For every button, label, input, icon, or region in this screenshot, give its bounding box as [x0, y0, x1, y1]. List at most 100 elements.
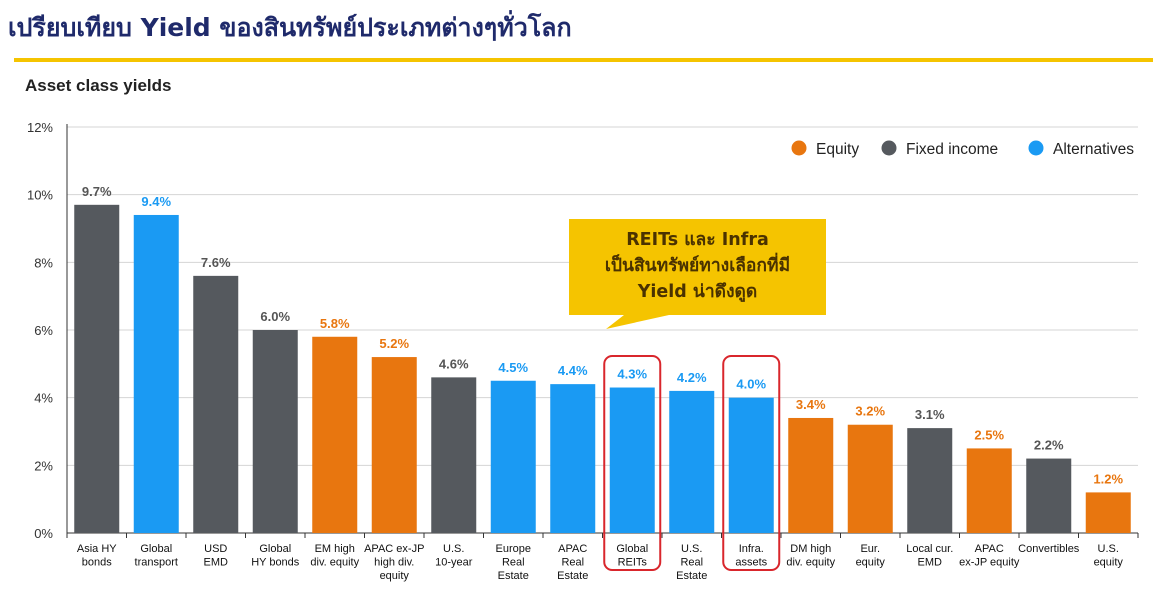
x-tick-label: high div.	[374, 557, 414, 569]
bar	[1085, 492, 1131, 533]
data-label: 9.7%	[82, 184, 112, 199]
bar	[609, 387, 655, 533]
x-tick-label: Estate	[557, 570, 588, 582]
x-tick-label: EMD	[204, 557, 229, 569]
y-tick-label: 10%	[27, 188, 53, 203]
data-label: 1.2%	[1093, 471, 1123, 486]
data-label: 5.2%	[379, 336, 409, 351]
bar	[312, 336, 358, 533]
x-tick-label: equity	[856, 557, 886, 569]
data-label: 2.2%	[1034, 438, 1064, 453]
x-tick-label: Global	[140, 543, 172, 555]
title-underline	[14, 58, 1153, 62]
x-tick-label: Real	[680, 557, 703, 569]
x-tick-label: Global	[259, 543, 291, 555]
x-tick-label: div. equity	[786, 557, 835, 569]
x-tick-label: equity	[380, 570, 410, 582]
data-label: 4.5%	[498, 360, 528, 375]
x-tick-label: HY bonds	[251, 557, 300, 569]
x-tick-label: assets	[735, 557, 767, 569]
highlight-box	[722, 355, 781, 571]
x-tick-label: Infra.	[739, 543, 764, 555]
x-tick-label: APAC ex-JP	[364, 543, 424, 555]
page-title: เปรียบเทียบ Yield ของสินทรัพย์ประเภทต่าง…	[8, 13, 572, 42]
x-tick-label: ex-JP equity	[959, 557, 1020, 569]
bar	[728, 397, 774, 533]
x-tick-label: Local cur.	[906, 543, 953, 555]
data-label: 4.0%	[736, 377, 766, 392]
x-tick-label: equity	[1094, 557, 1124, 569]
x-tick-label: Estate	[498, 570, 529, 582]
y-tick-label: 0%	[34, 526, 53, 541]
legend-label: Fixed income	[906, 141, 998, 158]
x-tick-label: DM high	[790, 543, 831, 555]
x-tick-label: Europe	[496, 543, 531, 555]
x-tick-label: bonds	[82, 557, 112, 569]
bar	[907, 428, 953, 533]
bar	[550, 384, 596, 533]
x-tick-label: U.S.	[1098, 543, 1119, 555]
x-tick-label: U.S.	[443, 543, 464, 555]
bar	[847, 424, 893, 533]
bar	[490, 380, 536, 533]
x-tick-label: Real	[561, 557, 584, 569]
y-tick-label: 8%	[34, 255, 53, 270]
x-tick-label: Asia HY	[77, 543, 117, 555]
data-label: 3.4%	[796, 397, 826, 412]
data-label: 3.1%	[915, 407, 945, 422]
data-label: 6.0%	[260, 309, 290, 324]
highlight-box	[603, 355, 662, 571]
y-tick-label: 12%	[27, 120, 53, 135]
data-label: 4.4%	[558, 363, 588, 378]
data-label: 4.3%	[617, 367, 647, 382]
data-label: 2.5%	[974, 427, 1004, 442]
bar	[788, 417, 834, 533]
data-label: 4.2%	[677, 370, 707, 385]
bar	[74, 204, 120, 534]
x-tick-label: USD	[204, 543, 227, 555]
x-tick-label: APAC	[975, 543, 1004, 555]
x-tick-label: Convertibles	[1018, 543, 1080, 555]
callout-line-1: REITs และ Infra	[626, 230, 769, 250]
x-tick-label: EM high	[315, 543, 355, 555]
data-label: 7.6%	[201, 255, 231, 270]
x-tick-label: Real	[502, 557, 525, 569]
x-tick-label: Global	[616, 543, 648, 555]
bar	[669, 390, 715, 533]
y-tick-label: 4%	[34, 391, 53, 406]
x-tick-label: div. equity	[310, 557, 359, 569]
y-tick-label: 6%	[34, 323, 53, 338]
callout-text: REITs และ Infra เป็นสินทรัพย์ทางเลือกที่…	[569, 227, 826, 305]
legend-marker	[791, 140, 807, 156]
legend-label: Alternatives	[1053, 141, 1134, 158]
callout-line-3: Yield น่าดึงดูด	[637, 282, 758, 302]
legend-marker	[1028, 140, 1044, 156]
data-label: 4.6%	[439, 356, 469, 371]
chart-title: Asset class yields	[25, 76, 172, 95]
data-label: 3.2%	[855, 404, 885, 419]
bar	[193, 275, 239, 533]
bar	[371, 357, 417, 533]
y-tick-label: 2%	[34, 458, 53, 473]
x-tick-label: APAC	[558, 543, 587, 555]
x-tick-label: REITs	[618, 557, 648, 569]
legend-label: Equity	[816, 141, 859, 158]
bar	[1026, 458, 1072, 533]
callout-box: REITs และ Infra เป็นสินทรัพย์ทางเลือกที่…	[569, 219, 826, 329]
callout-shape	[569, 219, 826, 329]
data-label: 5.8%	[320, 316, 350, 331]
callout-line-2: เป็นสินทรัพย์ทางเลือกที่มี	[604, 256, 791, 276]
x-tick-label: Estate	[676, 570, 707, 582]
x-tick-label: U.S.	[681, 543, 702, 555]
legend-marker	[881, 140, 897, 156]
x-tick-label: 10-year	[435, 557, 473, 569]
x-tick-label: EMD	[918, 557, 943, 569]
bar	[252, 330, 298, 533]
bar	[431, 377, 477, 533]
bar	[133, 214, 179, 533]
x-tick-label: transport	[135, 557, 178, 569]
bar	[966, 448, 1012, 533]
x-tick-label: Eur.	[860, 543, 880, 555]
data-label: 9.4%	[141, 194, 171, 209]
